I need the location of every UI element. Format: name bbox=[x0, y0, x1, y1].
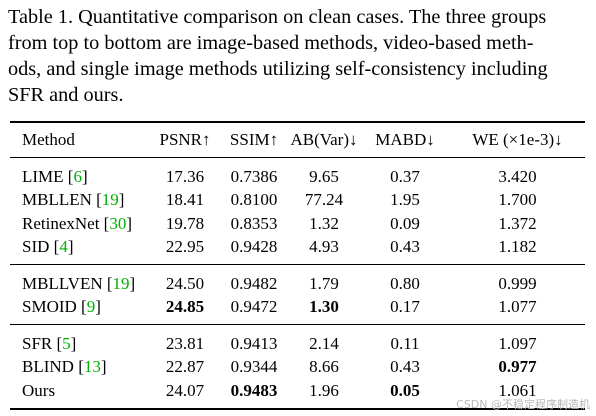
citation: 9 bbox=[86, 297, 96, 317]
header-cell: WE (×1e-3)↓ bbox=[472, 130, 563, 149]
method-cell: MBLLVEN [19] bbox=[22, 273, 136, 293]
best-value: 1.30 bbox=[309, 297, 339, 317]
value-cell: 1.30 bbox=[288, 296, 360, 325]
value-cell: 0.80 bbox=[390, 273, 420, 293]
watermark: CSDN @不稳定程序制造机 bbox=[456, 398, 590, 411]
header-cell: Method bbox=[22, 130, 75, 149]
method-cell: MBLLEN [19] bbox=[22, 190, 125, 210]
best-value: 0.05 bbox=[390, 380, 420, 400]
value-cell: 1.077 bbox=[498, 297, 537, 317]
value-cell: 0.17 bbox=[390, 297, 420, 317]
value-cell: 0.9483 bbox=[220, 379, 288, 409]
value-cell: 23.81 bbox=[165, 333, 205, 353]
value-cell: 77.24 bbox=[304, 190, 344, 210]
method-cell: SFR [5] bbox=[22, 333, 77, 353]
table-group: LIME [6] 17.36 0.7386 9.65 0.37 3.420 MBLLEN [… bbox=[10, 158, 585, 265]
results-table: Method PSNR↑ SSIM↑ AB(Var)↓ MABD↓ WE (×1e-3)↓… bbox=[10, 121, 585, 410]
citation: 4 bbox=[59, 237, 68, 257]
value-cell: 0.8100 bbox=[230, 190, 278, 210]
citation: 19 bbox=[101, 190, 119, 210]
value-cell: 1.32 bbox=[309, 213, 339, 233]
table-row: SID [4] 22.95 0.9428 4.93 0.43 1.182 bbox=[10, 236, 585, 265]
value-cell: 8.66 bbox=[309, 357, 339, 377]
table-row: LIME [6] 17.36 0.7386 9.65 0.37 3.420 bbox=[10, 158, 585, 189]
value-cell: 0.977 bbox=[450, 356, 585, 380]
value-cell: 0.7386 bbox=[230, 166, 278, 186]
header-cell: AB(Var)↓ bbox=[290, 130, 358, 149]
value-cell: 0.9428 bbox=[230, 237, 278, 257]
citation: 13 bbox=[83, 357, 101, 377]
method-cell: LIME [6] bbox=[22, 166, 88, 186]
citation: 6 bbox=[73, 166, 82, 186]
value-cell: 1.79 bbox=[309, 273, 339, 293]
method-cell: BLIND [13] bbox=[22, 357, 107, 377]
value-cell: 22.87 bbox=[165, 357, 205, 377]
value-cell: 4.93 bbox=[309, 237, 339, 257]
table-row: SMOID [9] 24.85 0.9472 1.30 0.17 1.077 bbox=[10, 296, 585, 325]
citation: 30 bbox=[109, 213, 127, 233]
value-cell: 0.9344 bbox=[230, 357, 278, 377]
value-cell: 2.14 bbox=[309, 333, 339, 353]
table-group: SFR [5] 23.81 0.9413 2.14 0.11 1.097 BLIND [13… bbox=[10, 325, 585, 409]
best-value: 0.9483 bbox=[230, 380, 278, 400]
value-cell: 9.65 bbox=[309, 166, 339, 186]
value-cell: 0.43 bbox=[390, 357, 420, 377]
value-cell: 0.8353 bbox=[230, 213, 278, 233]
table-row: MBLLEN [19] 18.41 0.8100 77.24 1.95 1.700 bbox=[10, 189, 585, 213]
value-cell: 3.420 bbox=[498, 166, 537, 186]
value-cell: 24.07 bbox=[165, 380, 205, 400]
value-cell: 0.43 bbox=[390, 237, 420, 257]
caption: Table 1. Quantitative comparison on clea… bbox=[8, 4, 596, 108]
value-cell: 0.09 bbox=[390, 213, 420, 233]
value-cell: 0.999 bbox=[498, 273, 537, 293]
method-cell: Ours bbox=[22, 380, 56, 400]
best-value: 24.85 bbox=[165, 297, 205, 317]
table-row: SFR [5] 23.81 0.9413 2.14 0.11 1.097 bbox=[10, 325, 585, 356]
header-cell: MABD↓ bbox=[375, 130, 435, 149]
value-cell: 1.182 bbox=[498, 237, 537, 257]
table-header: Method PSNR↑ SSIM↑ AB(Var)↓ MABD↓ WE (×1e-3)↓ bbox=[10, 122, 585, 158]
table-row: RetinexNet [30] 19.78 0.8353 1.32 0.09 1.372 bbox=[10, 212, 585, 236]
citation: 19 bbox=[112, 273, 130, 293]
best-value: 0.977 bbox=[498, 357, 537, 377]
value-cell: 0.9482 bbox=[230, 273, 278, 293]
value-cell: 1.097 bbox=[498, 333, 537, 353]
table-row: Ours 24.07 0.9483 1.96 0.05 1.061 bbox=[10, 379, 585, 409]
header-cell: SSIM↑ bbox=[229, 130, 279, 149]
value-cell: 0.11 bbox=[390, 333, 420, 353]
value-cell: 1.95 bbox=[390, 190, 420, 210]
header-cell: PSNR↑ bbox=[159, 130, 211, 149]
value-cell: 17.36 bbox=[165, 166, 205, 186]
caption-line: Table 1. Quantitative comparison on clea… bbox=[8, 6, 547, 28]
citation: 5 bbox=[62, 333, 71, 353]
method-cell: SMOID [9] bbox=[22, 297, 101, 317]
caption-line: SFR and ours. bbox=[8, 84, 124, 106]
value-cell: 0.9413 bbox=[230, 333, 278, 353]
value-cell: 24.50 bbox=[165, 273, 205, 293]
value-cell: 1.061 bbox=[498, 380, 537, 400]
caption-line: ods, and single image methods utilizing … bbox=[8, 58, 548, 80]
value-cell: 1.96 bbox=[309, 380, 339, 400]
caption-line: from top to bottom are image-based metho… bbox=[8, 32, 534, 54]
table-row: MBLLVEN [19] 24.50 0.9482 1.79 0.80 0.999 bbox=[10, 265, 585, 296]
value-cell: 0.05 bbox=[360, 379, 450, 409]
value-cell: 18.41 bbox=[165, 190, 205, 210]
value-cell: 24.85 bbox=[150, 296, 220, 325]
table-group: MBLLVEN [19] 24.50 0.9482 1.79 0.80 0.999 SMOI… bbox=[10, 265, 585, 325]
method-cell: RetinexNet [30] bbox=[22, 213, 133, 233]
value-cell: 1.372 bbox=[498, 213, 537, 233]
value-cell: 19.78 bbox=[165, 213, 205, 233]
value-cell: 0.9472 bbox=[230, 297, 278, 317]
table-row: BLIND [13] 22.87 0.9344 8.66 0.43 0.977 bbox=[10, 356, 585, 380]
value-cell: 1.700 bbox=[498, 190, 537, 210]
method-cell: SID [4] bbox=[22, 237, 74, 257]
value-cell: 22.95 bbox=[165, 237, 205, 257]
value-cell: 0.37 bbox=[390, 166, 420, 186]
